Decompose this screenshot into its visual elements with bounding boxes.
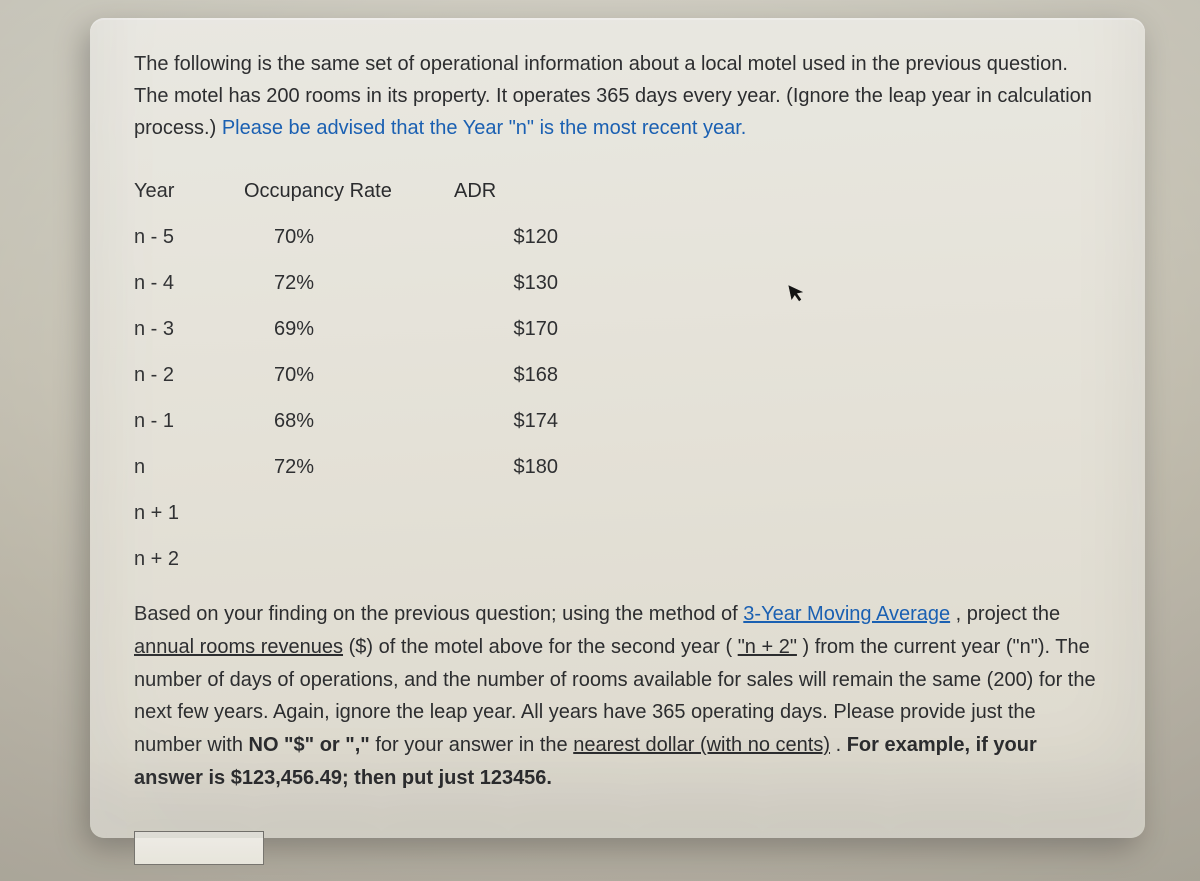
cell-adr: $168	[454, 364, 564, 387]
page-surface: The following is the same set of operati…	[0, 0, 1200, 881]
table-row: n - 1 68% $174	[134, 398, 694, 444]
intro-paragraph: The following is the same set of operati…	[134, 48, 1101, 144]
cell-occupancy: 70%	[244, 226, 454, 249]
q-method-link: 3-Year Moving Average	[743, 603, 950, 625]
question-card: The following is the same set of operati…	[90, 18, 1145, 838]
table-row: n - 4 72% $130	[134, 260, 694, 306]
answer-input[interactable]	[134, 831, 264, 865]
cell-occupancy: 68%	[244, 410, 454, 433]
cell-adr: $120	[454, 226, 564, 249]
cell-occupancy: 69%	[244, 318, 454, 341]
table-row: n + 1	[134, 490, 694, 536]
q-text: for your answer in the	[375, 734, 573, 756]
q-text: ($) of the motel above for the second ye…	[349, 636, 733, 658]
q-underline: "n + 2"	[738, 636, 797, 658]
cell-adr: $180	[454, 456, 564, 479]
cell-occupancy: 70%	[244, 364, 454, 387]
col-year-header: Year	[134, 180, 244, 203]
q-bold: NO "$" or ","	[249, 734, 370, 756]
cell-adr: $130	[454, 272, 564, 295]
table-row: n + 2	[134, 536, 694, 582]
cell-adr: $174	[454, 410, 564, 433]
cell-year: n - 2	[134, 364, 244, 387]
table-row: n 72% $180	[134, 444, 694, 490]
table-header-row: Year Occupancy Rate ADR	[134, 168, 694, 214]
cell-year: n - 1	[134, 410, 244, 433]
cell-adr: $170	[454, 318, 564, 341]
table-row: n - 5 70% $120	[134, 214, 694, 260]
cell-occupancy: 72%	[244, 272, 454, 295]
question-paragraph: Based on your finding on the previous qu…	[134, 598, 1101, 795]
cell-year: n - 4	[134, 272, 244, 295]
table-row: n - 3 69% $170	[134, 306, 694, 352]
q-text: , project the	[956, 603, 1061, 625]
col-occupancy-header: Occupancy Rate	[244, 180, 454, 203]
cursor-icon	[788, 282, 809, 310]
intro-advisory: Please be advised that the Year "n" is t…	[222, 117, 747, 139]
cell-occupancy: 72%	[244, 456, 454, 479]
q-text: .	[836, 734, 847, 756]
q-text: Based on your finding on the previous qu…	[134, 603, 743, 625]
cell-year: n	[134, 456, 244, 479]
q-underline: annual rooms revenues	[134, 636, 343, 658]
data-table: Year Occupancy Rate ADR n - 5 70% $120 n…	[134, 168, 694, 582]
col-adr-header: ADR	[454, 180, 564, 203]
table-row: n - 2 70% $168	[134, 352, 694, 398]
cell-year: n - 3	[134, 318, 244, 341]
cell-year: n + 2	[134, 548, 244, 571]
q-underline: nearest dollar (with no cents)	[573, 734, 830, 756]
cell-year: n - 5	[134, 226, 244, 249]
cell-year: n + 1	[134, 502, 244, 525]
